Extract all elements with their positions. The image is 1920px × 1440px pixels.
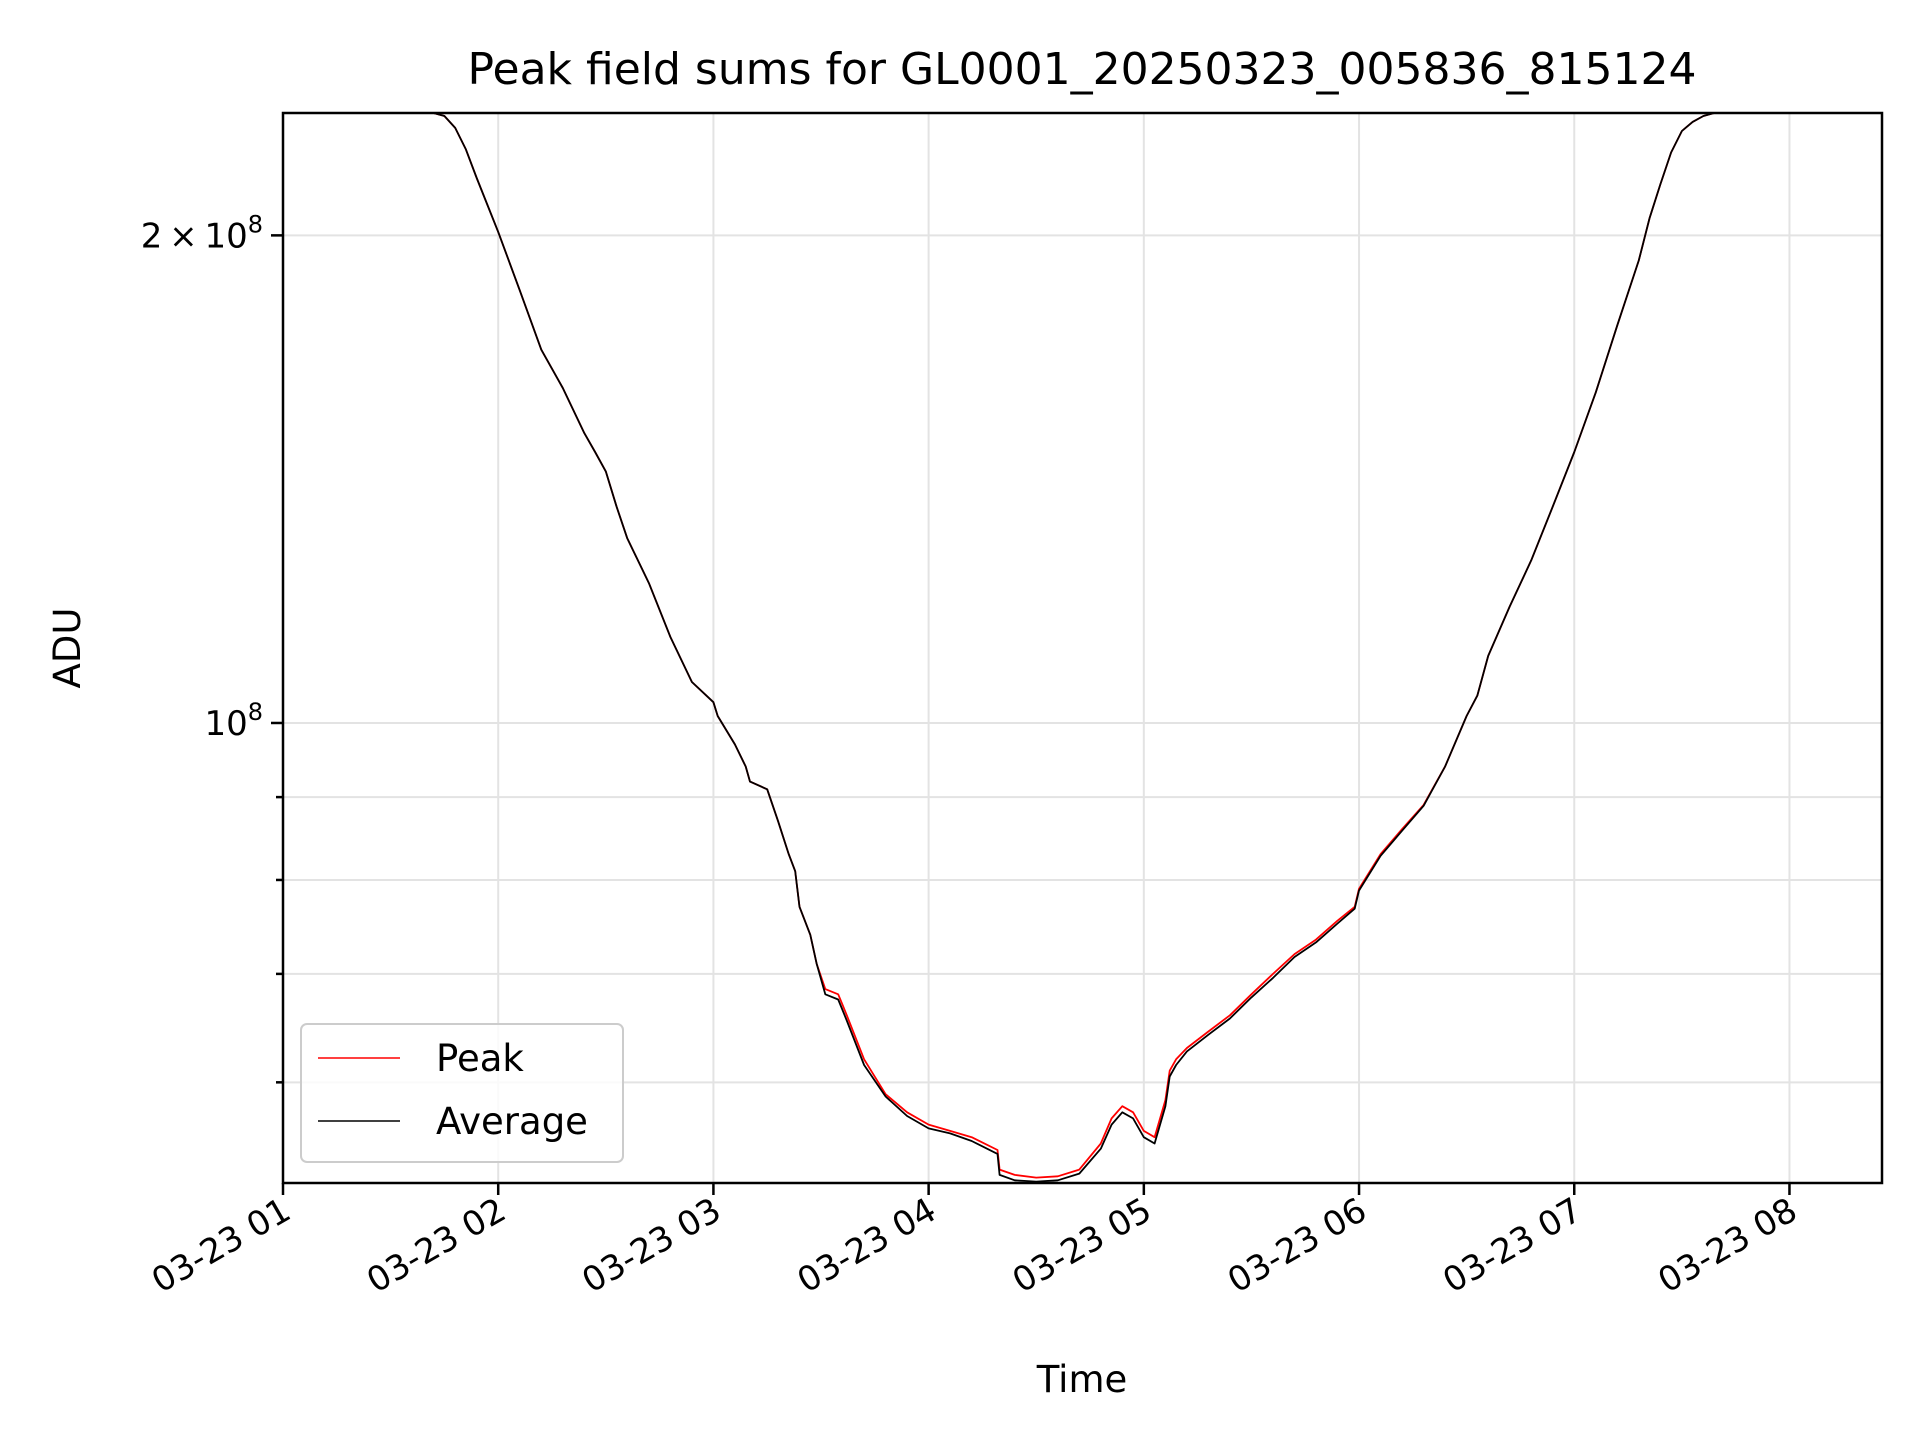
- plot-frame: [281, 111, 1884, 1185]
- plot-series: [283, 113, 1882, 1183]
- legend-label-average: Average: [436, 1100, 588, 1143]
- x-tick-label: 03-23 01: [145, 1190, 297, 1301]
- legend-label-peak: Peak: [436, 1037, 524, 1080]
- legend: Peak Average: [300, 1023, 624, 1163]
- x-tick-label: 03-23 02: [360, 1190, 512, 1301]
- x-tick-label: 03-23 03: [576, 1190, 728, 1301]
- x-tick-label: 03-23 08: [1652, 1190, 1804, 1301]
- y-tick-label: 2 × 108: [141, 210, 263, 256]
- x-tick-label: 03-23 07: [1436, 1190, 1588, 1301]
- grid: [282, 113, 1882, 1183]
- x-tick-label: 03-23 05: [1006, 1190, 1158, 1301]
- series-line-peak: [283, 113, 1882, 1179]
- x-axis-label: Time: [1036, 1358, 1128, 1401]
- y-axis-label: ADU: [46, 608, 89, 689]
- chart-title: Peak field sums for GL0001_20250323_0058…: [468, 44, 1697, 95]
- x-tick-label: 03-23 04: [791, 1190, 943, 1301]
- y-tick-label: 108: [204, 698, 263, 744]
- series-line-average: [283, 113, 1882, 1183]
- x-tick-label: 03-23 06: [1221, 1190, 1373, 1301]
